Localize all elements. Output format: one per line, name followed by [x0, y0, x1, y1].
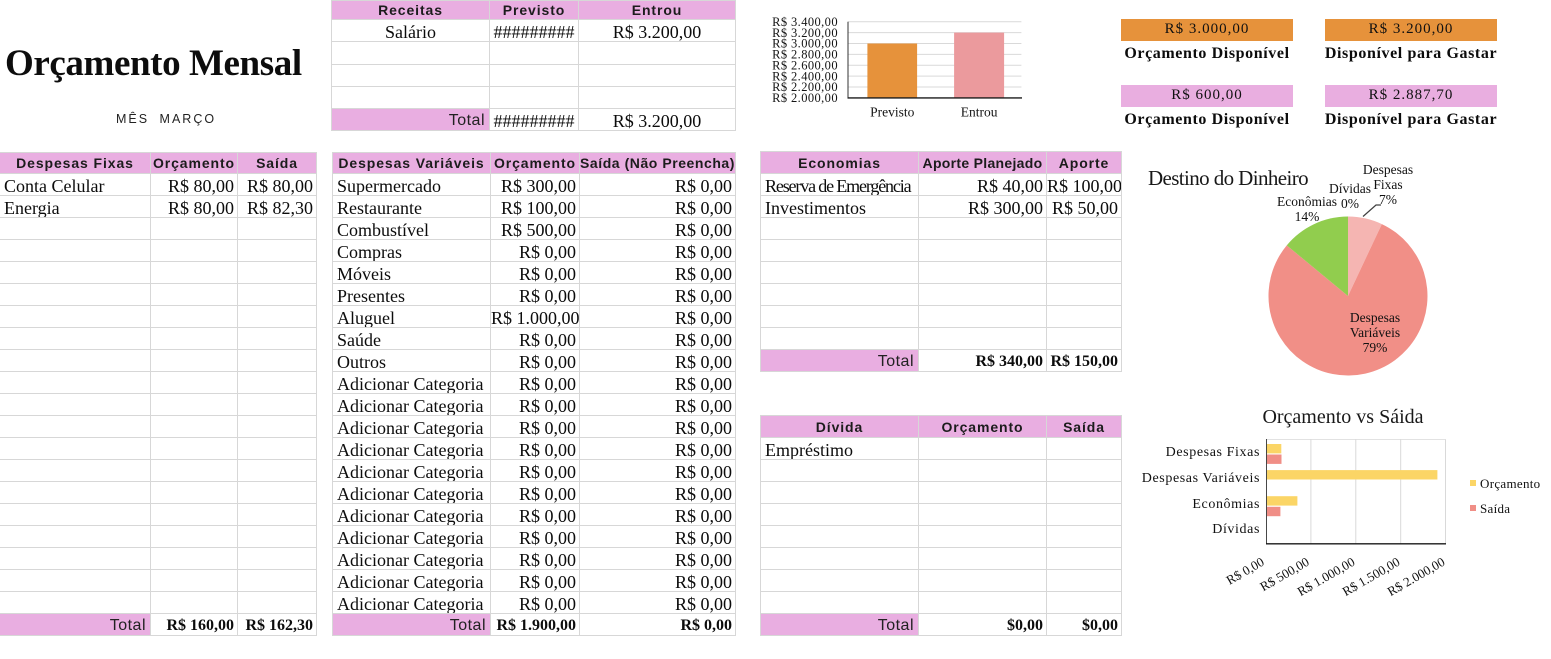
- svg-text:R$ 3.000,00: R$ 3.000,00: [772, 37, 838, 51]
- svg-text:R$ 2.800,00: R$ 2.800,00: [772, 48, 838, 62]
- svg-text:Entrou: Entrou: [961, 105, 998, 120]
- svg-text:R$ 2.000,00: R$ 2.000,00: [772, 91, 838, 105]
- svg-text:R$ 2.400,00: R$ 2.400,00: [772, 69, 838, 83]
- svg-text:R$ 2.200,00: R$ 2.200,00: [772, 80, 838, 94]
- svg-text:R$ 3.400,00: R$ 3.400,00: [772, 15, 838, 29]
- svg-text:R$ 3.200,00: R$ 3.200,00: [772, 26, 838, 40]
- svg-text:R$ 2.600,00: R$ 2.600,00: [772, 58, 838, 72]
- svg-text:Previsto: Previsto: [870, 105, 915, 120]
